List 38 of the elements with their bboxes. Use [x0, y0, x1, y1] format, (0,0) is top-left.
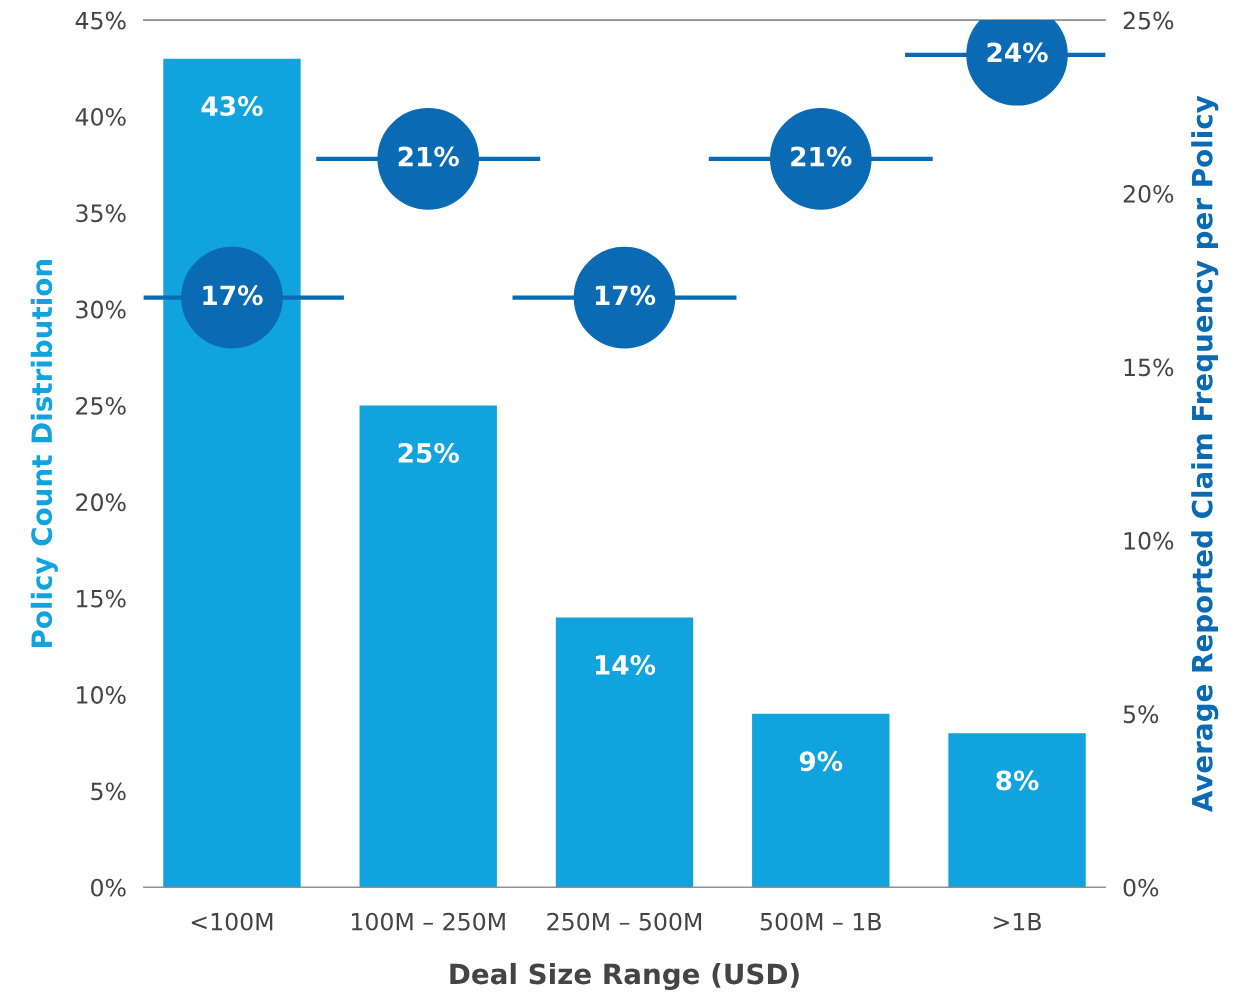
y-tick-label: 0%: [91, 878, 126, 897]
y-tick-label: 30%: [76, 300, 126, 319]
data-label: 24%: [987, 42, 1048, 63]
y2-tick-label: 20%: [1123, 185, 1174, 203]
y-tick-label: 15%: [77, 589, 126, 608]
y-tick-label: 40%: [75, 107, 126, 126]
x-tick-label: <100M: [191, 912, 273, 931]
data-label: 25%: [398, 442, 459, 463]
y-tick-label: 35%: [76, 204, 126, 223]
y2-tick-label: 25%: [1123, 11, 1174, 30]
data-label: 9%: [799, 751, 843, 772]
y-tick-label: 20%: [76, 493, 126, 512]
y2-tick-label: 15%: [1124, 358, 1174, 377]
x-tick-label: >1B: [994, 913, 1041, 931]
data-label: 21%: [398, 146, 459, 167]
x-tick-label: 100M – 250M: [351, 912, 505, 931]
bar: [948, 733, 1086, 888]
data-label: 43%: [201, 96, 263, 117]
x-axis-title: Deal Size Range (USD): [450, 962, 799, 991]
data-label: 8%: [996, 770, 1039, 791]
data-label: 17%: [595, 285, 656, 306]
bar: [555, 617, 694, 888]
x-tick-label: 250M – 500M: [547, 912, 702, 931]
y-tick-label: 5%: [91, 782, 126, 801]
y-tick-label: 45%: [75, 11, 126, 30]
y2-axis-title: Average Reported Claim Frequency per Policy: [1191, 95, 1219, 813]
y-tick-label: 25%: [76, 396, 126, 415]
bar: [752, 713, 890, 888]
y2-tick-label: 5%: [1123, 705, 1159, 724]
data-label: 14%: [595, 654, 656, 675]
data-label: 17%: [203, 285, 263, 306]
x-tick-label: 500M – 1B: [760, 912, 881, 931]
data-label: 21%: [791, 146, 852, 167]
bar: [359, 405, 497, 888]
y-axis-title: Policy Count Distribution: [30, 260, 58, 647]
y2-tick-label: 10%: [1124, 531, 1174, 550]
y-tick-label: 10%: [77, 686, 126, 704]
y2-tick-label: 0%: [1123, 878, 1159, 897]
